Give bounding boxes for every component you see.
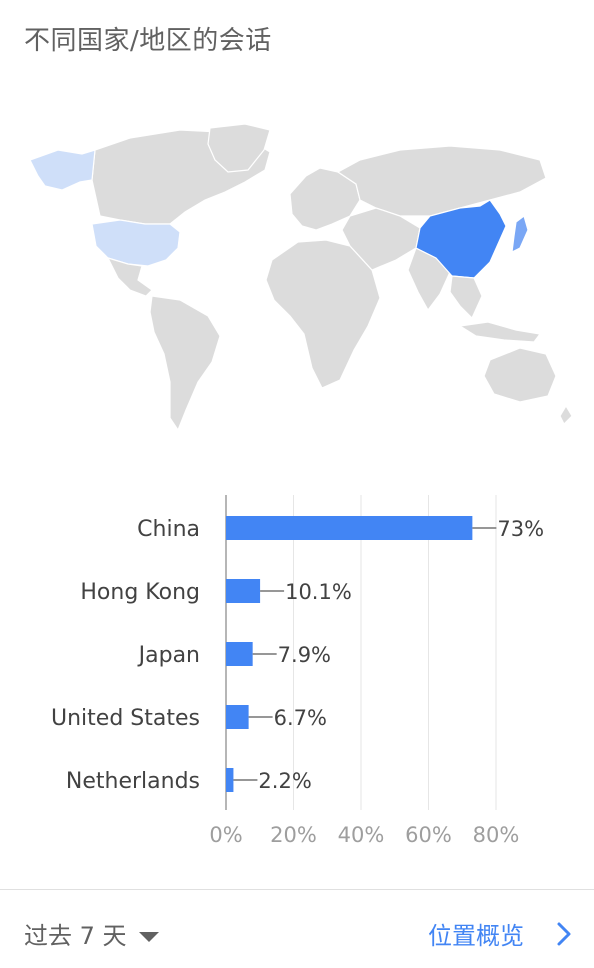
world-map-svg <box>29 123 573 432</box>
map-region-southeast-asia <box>449 275 483 320</box>
card-footer: 过去 7 天 位置概览 <box>0 890 594 968</box>
bar <box>226 705 249 729</box>
data-label: 73% <box>497 517 544 541</box>
card-title: 不同国家/地区的会话 <box>24 26 272 56</box>
bar <box>226 768 234 792</box>
data-label: 2.2% <box>258 769 311 793</box>
date-range-dropdown[interactable]: 过去 7 天 <box>24 916 159 951</box>
map-region-europe <box>289 167 361 231</box>
x-tick-label: 20% <box>270 823 317 847</box>
bar-chart-svg: 0% 20% 40% 60% 80% China 73% Hong Kong 10.1% Japa… <box>51 495 544 847</box>
x-tick-label: 0% <box>209 823 242 847</box>
footer-divider <box>0 889 594 890</box>
map-region-new-zealand <box>559 404 573 426</box>
map-region-middle-east <box>341 207 421 271</box>
sessions-bar-chart: 0% 20% 40% 60% 80% China 73% Hong Kong 10.1% Japa… <box>0 480 594 860</box>
map-region-africa <box>265 239 381 389</box>
category-label: Netherlands <box>66 769 200 794</box>
map-region-russia <box>336 145 547 217</box>
map-region-indonesia <box>458 321 542 343</box>
data-label: 6.7% <box>274 706 327 730</box>
x-tick-label: 40% <box>338 823 385 847</box>
data-label: 10.1% <box>285 580 352 604</box>
map-region-china[interactable] <box>415 199 507 279</box>
data-label: 7.9% <box>278 643 331 667</box>
bar <box>226 516 473 540</box>
category-label: Japan <box>137 643 200 668</box>
map-region-alaska[interactable] <box>29 149 96 191</box>
map-region-australia <box>483 347 557 403</box>
caret-down-icon <box>138 931 159 942</box>
map-region-mexico <box>106 257 153 297</box>
category-label: United States <box>51 706 200 731</box>
location-overview-link[interactable]: 位置概览 <box>428 916 572 951</box>
chevron-right-icon <box>556 921 572 947</box>
x-tick-label: 60% <box>405 823 452 847</box>
x-tick-label: 80% <box>473 823 520 847</box>
bar <box>226 579 261 603</box>
category-label: China <box>137 517 200 542</box>
location-overview-label: 位置概览 <box>428 922 524 950</box>
map-region-japan[interactable] <box>511 214 529 254</box>
map-region-greenland <box>207 123 271 173</box>
world-map[interactable] <box>20 120 580 440</box>
bar <box>226 642 253 666</box>
map-region-usa[interactable] <box>91 219 181 267</box>
date-range-label: 过去 7 天 <box>24 922 127 950</box>
category-label: Hong Kong <box>80 580 200 605</box>
map-region-south-america <box>149 295 221 432</box>
